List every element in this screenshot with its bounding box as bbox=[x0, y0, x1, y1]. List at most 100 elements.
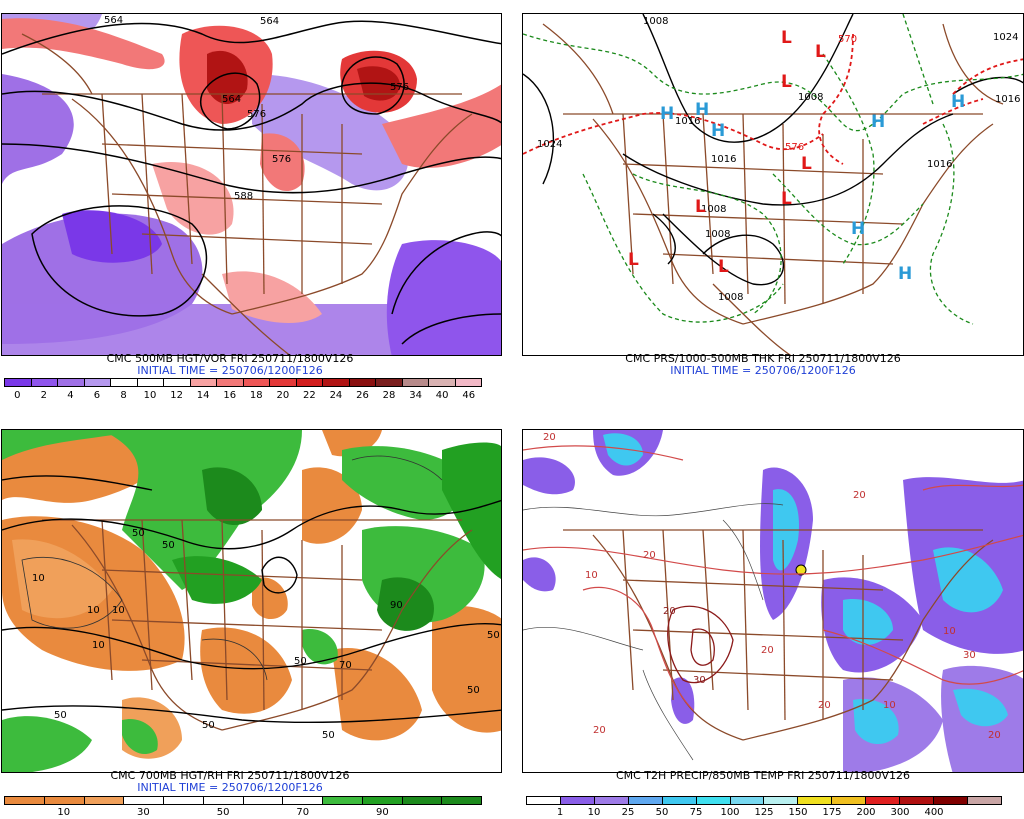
colorbar-swatch bbox=[217, 379, 244, 386]
colorbar-swatch bbox=[5, 797, 45, 804]
colorbar-swatch bbox=[832, 797, 867, 804]
colorbar-swatch bbox=[323, 379, 350, 386]
colorbar-swatch bbox=[866, 797, 901, 804]
panel-500mb-vorticity: 564 564 576 564 576 576 588 CMC 500MB HG… bbox=[0, 0, 512, 409]
low-pressure-marker: L bbox=[695, 197, 706, 217]
colorbar-swatch bbox=[696, 797, 731, 804]
caption-title: CMC T2H PRECIP/850MB TEMP FRI 250711/180… bbox=[615, 769, 911, 782]
contour-label: 1008 bbox=[798, 92, 824, 103]
contour-label: 10 bbox=[32, 573, 45, 584]
colorbar-labels: 1 10 25 50 75 100 125 150 175 200 300 400 bbox=[526, 807, 1002, 819]
colorbar bbox=[4, 378, 482, 387]
colorbar-swatch bbox=[900, 797, 935, 804]
colorbar-label: 14 bbox=[196, 390, 210, 401]
colorbar-label: 75 bbox=[689, 807, 703, 818]
contour-label: 50 bbox=[132, 528, 145, 539]
low-pressure-marker: L bbox=[781, 28, 792, 48]
map-700mb-svg bbox=[2, 430, 501, 772]
contour-label: 50 bbox=[54, 710, 67, 721]
contour-label: 588 bbox=[234, 191, 254, 202]
colorbar-swatch bbox=[376, 379, 403, 386]
colorbar-label: 10 bbox=[57, 807, 71, 818]
colorbar-label: 46 bbox=[462, 390, 476, 401]
contour-label: 1008 bbox=[718, 292, 744, 303]
colorbar-swatch bbox=[442, 797, 481, 804]
colorbar-label: 22 bbox=[303, 390, 316, 401]
colorbar-swatch bbox=[934, 797, 968, 804]
colorbar-swatch bbox=[164, 797, 204, 804]
colorbar-swatch bbox=[967, 797, 1001, 804]
contour-label: 50 bbox=[487, 630, 500, 641]
high-pressure-marker: H bbox=[898, 264, 913, 284]
colorbar-label: 24 bbox=[329, 390, 343, 401]
colorbar-label: 20 bbox=[276, 390, 290, 401]
colorbar-swatch bbox=[764, 797, 799, 804]
contour-label: 90 bbox=[390, 600, 403, 611]
map-500mb-vorticity: 564 564 576 564 576 576 588 bbox=[1, 13, 502, 356]
contour-label: 564 bbox=[260, 16, 280, 27]
colorbar-swatch bbox=[84, 379, 111, 386]
colorbar-label: 1 bbox=[556, 807, 564, 818]
colorbar-label: 34 bbox=[409, 390, 422, 401]
caption-title: CMC PRS/1000-500MB THK FRI 250711/1800V1… bbox=[625, 352, 901, 365]
colorbar-swatch bbox=[243, 379, 270, 386]
caption-title: CMC 500MB HGT/VOR FRI 250711/1800V126 bbox=[106, 352, 354, 365]
contour-label: 50 bbox=[294, 656, 307, 667]
colorbar-swatch bbox=[84, 797, 125, 804]
contour-label: 576 bbox=[272, 154, 292, 165]
colorbar-swatch bbox=[730, 797, 765, 804]
contour-label: 20 bbox=[643, 550, 656, 561]
contour-label: 1008 bbox=[701, 204, 727, 215]
contour-label: 50 bbox=[322, 730, 335, 741]
colorbar-label: 16 bbox=[223, 390, 237, 401]
colorbar-swatch bbox=[270, 379, 297, 386]
colorbar-swatch bbox=[402, 797, 443, 804]
contour-label: 20 bbox=[761, 645, 774, 656]
colorbar-label: 200 bbox=[856, 807, 876, 818]
colorbar-label: 18 bbox=[249, 390, 263, 401]
low-pressure-marker: L bbox=[781, 72, 792, 92]
colorbar-label: 10 bbox=[143, 390, 157, 401]
low-pressure-marker: L bbox=[628, 250, 639, 270]
contour-label: 70 bbox=[339, 660, 352, 671]
contour-label: 20 bbox=[593, 725, 606, 736]
contour-label: 10 bbox=[112, 605, 125, 616]
panel-pressure-thickness: 1008 1016 1024 1016 1008 1008 1008 1016 … bbox=[512, 0, 1024, 409]
panel-700mb-rh: 10 10 50 50 10 90 50 50 70 50 10 50 50 5… bbox=[0, 409, 512, 819]
contour-label: 1016 bbox=[995, 94, 1021, 105]
colorbar bbox=[526, 796, 1002, 805]
colorbar-labels: 10 30 50 70 90 bbox=[4, 807, 482, 819]
colorbar-label: 90 bbox=[376, 807, 389, 818]
colorbar-label: 70 bbox=[296, 807, 310, 818]
map-pressure-svg bbox=[523, 14, 1023, 355]
contour-label: 20 bbox=[663, 606, 676, 617]
contour-label: 1016 bbox=[675, 116, 701, 127]
contour-label: 50 bbox=[467, 685, 480, 696]
contour-label: 576 bbox=[247, 109, 267, 120]
high-pressure-marker: H bbox=[695, 100, 710, 120]
contour-label: 20 bbox=[988, 730, 1001, 741]
contour-label: 1024 bbox=[993, 32, 1019, 43]
colorbar-swatch bbox=[429, 379, 456, 386]
colorbar-swatch bbox=[527, 797, 561, 804]
contour-label: 576 bbox=[785, 142, 805, 153]
low-pressure-marker: L bbox=[801, 154, 812, 174]
colorbar-label: 100 bbox=[720, 807, 740, 818]
contour-label: 20 bbox=[818, 700, 831, 711]
colorbar-swatch bbox=[349, 379, 376, 386]
high-pressure-marker: H bbox=[660, 104, 675, 124]
contour-label: 10 bbox=[92, 640, 105, 651]
panel-precip-850mb-temp: 20 20 10 20 30 20 20 20 10 10 20 30 20 C… bbox=[512, 409, 1024, 819]
colorbar-swatch bbox=[203, 797, 244, 804]
contour-label: 10 bbox=[87, 605, 100, 616]
colorbar-label: 150 bbox=[788, 807, 808, 818]
contour-label: 10 bbox=[585, 570, 598, 581]
colorbar-label: 26 bbox=[356, 390, 369, 401]
colorbar-label: 12 bbox=[170, 390, 183, 401]
colorbar-swatch bbox=[455, 379, 481, 386]
contour-label: 30 bbox=[693, 675, 706, 686]
colorbar-label: 40 bbox=[435, 390, 449, 401]
map-700mb-rh: 10 10 50 50 10 90 50 50 70 50 10 50 50 5… bbox=[1, 429, 502, 773]
colorbar-swatch bbox=[137, 379, 164, 386]
low-pressure-marker: L bbox=[781, 189, 792, 209]
